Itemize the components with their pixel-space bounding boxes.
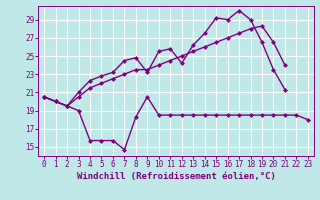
X-axis label: Windchill (Refroidissement éolien,°C): Windchill (Refroidissement éolien,°C) [76, 172, 276, 181]
